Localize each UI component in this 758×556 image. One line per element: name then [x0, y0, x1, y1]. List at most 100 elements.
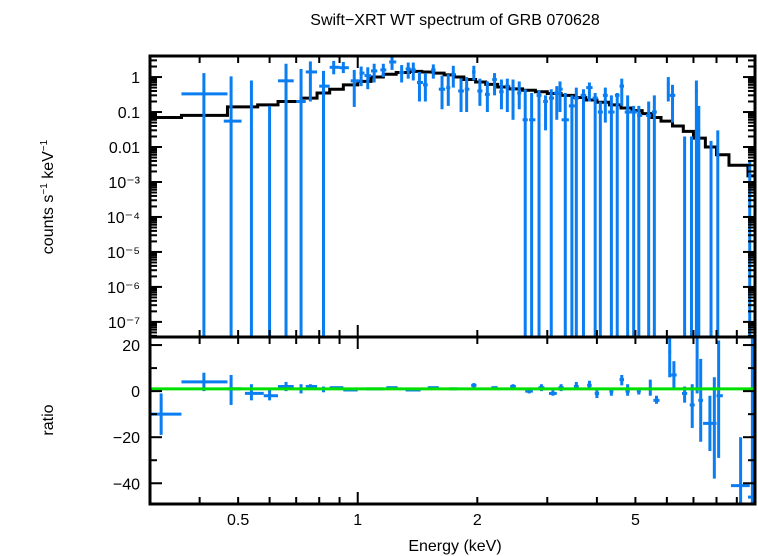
ratio-data-point [263, 388, 279, 401]
spectrum-data-point [517, 81, 522, 110]
ratio-data-point [671, 361, 677, 389]
chart-title: Swift−XRT WT spectrum of GRB 070628 [310, 12, 600, 29]
spectrum-data-point [359, 66, 365, 87]
spectrum-data-point [458, 78, 464, 113]
ratio-data-point [548, 389, 557, 396]
spectrum-data-point [181, 73, 228, 337]
y-tick-label: 10⁻⁵ [107, 245, 140, 262]
ratio-data-point [716, 340, 723, 458]
spectrum-data-point [499, 79, 504, 110]
spectrum-data-point [305, 61, 318, 102]
spectrum-data-point [223, 76, 242, 337]
spectrum-data-point [558, 81, 563, 113]
ratio-data-point [244, 384, 264, 401]
spectrum-data-point [350, 69, 360, 107]
ratio-panel [150, 337, 755, 504]
spectrum-data-point [614, 93, 620, 337]
spectrum-data-point [573, 87, 579, 337]
spectrum-data-point [630, 105, 637, 337]
y-tick-label: −40 [113, 476, 140, 493]
ratio-data-point [668, 337, 672, 378]
y-tick-label: 20 [122, 338, 140, 355]
spectrum-data-point [586, 82, 593, 102]
spectrum-data-point [568, 95, 575, 337]
spectrum-data-point [536, 90, 542, 337]
spectrum-data-point [278, 63, 294, 337]
spectrum-data-point [296, 68, 306, 337]
spectrum-data-point [646, 101, 652, 337]
ratio-data-point [594, 389, 600, 399]
axes: 0.5 1 2 5 1 0.1 0.01 10⁻³ 10⁻⁴ 10⁻⁵ 10⁻⁶ 10⁻⁷ 20 0 −20… [107, 54, 757, 529]
ratio-data-point [698, 358, 704, 442]
spectrum-data-point [694, 80, 698, 337]
y-tick-label: −20 [113, 430, 140, 447]
spectrum-data-point [398, 65, 405, 83]
spectrum-data-point [431, 64, 436, 79]
x-tick-label: 5 [631, 512, 640, 529]
y-tick-label: 0 [131, 384, 140, 401]
spectrum-data-point [637, 105, 643, 337]
ratio-data-point [712, 377, 716, 479]
spectrum-data-point [597, 101, 603, 337]
spectrum-data-point [464, 77, 470, 113]
spectrum-data-point [380, 63, 387, 78]
ratio-y-axis-label: ratio [40, 404, 57, 435]
y-tick-label: 0.01 [109, 140, 140, 157]
x-axis-label: Energy (keV) [408, 538, 501, 555]
spectrum-data-point [529, 93, 536, 337]
spectrum-data-point [451, 65, 456, 88]
spectrum-data-point [472, 65, 476, 81]
spectrum-data-point [669, 84, 676, 123]
spectrum-data-point [602, 87, 608, 123]
spectrum-data-point [522, 89, 528, 337]
ratio-data-point [653, 395, 660, 404]
spectrum-data-point [548, 89, 555, 337]
spectrum-data-point [580, 89, 587, 337]
spectrum-data-point [624, 95, 631, 337]
spectrum-data-point [492, 73, 497, 96]
y-tick-label: 1 [131, 70, 140, 87]
spectrum-data-point [364, 67, 372, 90]
y-tick-label: 10⁻³ [108, 175, 140, 192]
model-step-line [150, 69, 755, 178]
spectrum-data-point [543, 95, 548, 131]
ratio-data-point [689, 384, 695, 428]
spectrum-data-point [477, 78, 483, 106]
spectrum-data-point [592, 93, 598, 337]
spectrum-data-point [423, 73, 428, 102]
spectrum-panel [150, 56, 755, 337]
spectrum-data-point [510, 79, 516, 120]
spectrum-data-point [371, 63, 378, 83]
x-tick-label: 0.5 [227, 512, 249, 529]
spectrum-data-point [484, 81, 490, 113]
spectrum-data-point [619, 78, 624, 106]
y-tick-label: 0.1 [118, 105, 140, 122]
spectrum-data-point [319, 70, 330, 337]
y-tick-label: 10⁻⁶ [107, 280, 140, 297]
spectrum-data-point [438, 75, 446, 110]
spectrum-data-point [410, 62, 416, 81]
ratio-data-point [730, 437, 750, 504]
spectrum-data-point [405, 62, 411, 79]
ratio-data-point [471, 383, 477, 388]
spectrum-y-axis-label: counts s−1 keV−1 [39, 139, 57, 254]
spectrum-data-point [697, 105, 701, 337]
y-tick-label: 10⁻⁷ [108, 315, 140, 332]
plot-frame [148, 54, 757, 506]
spectrum-data-point [446, 74, 451, 106]
spectrum-data-point [329, 60, 340, 75]
y-tick-label: 10⁻⁴ [107, 210, 140, 227]
spectrum-data-point [505, 78, 510, 113]
x-tick-label: 1 [353, 512, 362, 529]
ratio-data-point [619, 375, 624, 386]
spectrum-data-point [561, 93, 569, 337]
x-tick-label: 2 [473, 512, 482, 529]
spectrum-data-point [389, 56, 397, 70]
spectrum-data-point [666, 77, 670, 102]
spectrum-data-point [651, 95, 657, 337]
spectrum-data-point [339, 61, 349, 74]
spectrum-data-point [417, 71, 424, 102]
spectrum-data-point [608, 95, 615, 337]
ratio-data-point [695, 337, 699, 394]
